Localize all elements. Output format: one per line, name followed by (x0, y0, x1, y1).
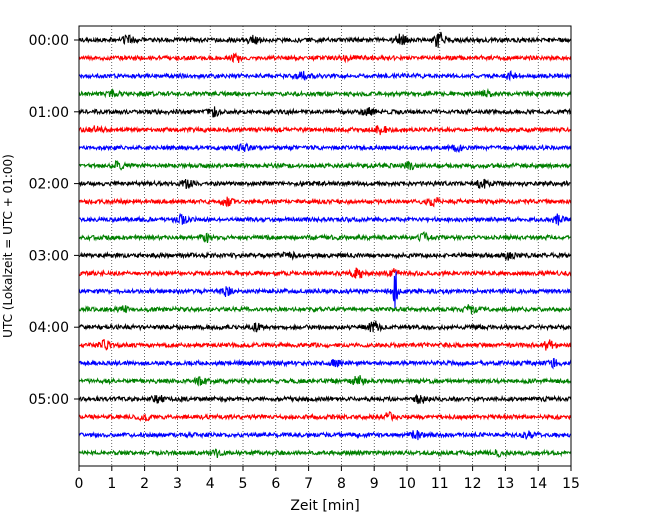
trace-0400 (78, 320, 572, 333)
x-tick-label-5: 5 (239, 476, 248, 492)
grid-lines (111, 26, 539, 466)
plot-frame (78, 25, 572, 467)
x-tick-label-11: 11 (431, 476, 449, 492)
trace-0430 (78, 357, 572, 370)
trace-0245 (78, 231, 572, 244)
trace-0445 (78, 375, 572, 387)
trace-0545 (78, 448, 572, 459)
x-tick-label-4: 4 (206, 476, 215, 492)
trace-0315 (78, 267, 572, 279)
x-tick-label-7: 7 (304, 476, 313, 492)
y-axis-label: UTC (Lokalzeit = UTC + 01:00) (1, 154, 15, 338)
x-tick-label-1: 1 (107, 476, 116, 492)
y-tick-label-4: 04:00 (29, 320, 69, 336)
trace-0200 (78, 178, 572, 190)
trace-0515 (78, 411, 572, 423)
trace-0500 (78, 393, 572, 405)
trace-0030 (78, 69, 572, 82)
trace-0045 (78, 87, 572, 99)
x-axis-label: Zeit [min] (290, 498, 359, 514)
trace-0330 (78, 271, 572, 309)
x-tick-label-10: 10 (398, 476, 416, 492)
x-tick-label-8: 8 (337, 476, 346, 492)
x-tick-label-2: 2 (140, 476, 149, 492)
x-tick-label-13: 13 (496, 476, 514, 492)
trace-0130 (78, 142, 572, 154)
trace-0145 (78, 159, 572, 171)
y-tick-label-0: 00:00 (29, 33, 69, 49)
seismic-traces (78, 31, 572, 459)
x-tick-label-3: 3 (173, 476, 182, 492)
x-tick-label-0: 0 (75, 476, 84, 492)
x-tick-label-15: 15 (562, 476, 580, 492)
x-tick-label-6: 6 (271, 476, 280, 492)
trace-0530 (78, 430, 572, 441)
y-tick-label-3: 03:00 (29, 248, 69, 264)
trace-0015 (78, 52, 572, 64)
x-tick-label-9: 9 (370, 476, 379, 492)
x-tick-label-12: 12 (464, 476, 482, 492)
x-axis-ticks: 0 1 2 3 4 5 6 7 8 9 10 11 12 13 14 15 (75, 466, 580, 492)
trace-0000 (78, 31, 572, 48)
trace-0230 (78, 212, 572, 226)
y-tick-label-1: 01:00 (29, 105, 69, 121)
y-tick-label-2: 02:00 (29, 177, 69, 193)
y-tick-label-5: 05:00 (29, 392, 69, 408)
trace-0115 (78, 124, 572, 136)
y-axis-ticks: 00:00 01:00 02:00 03:00 04:00 05:00 (29, 33, 79, 408)
x-tick-label-14: 14 (529, 476, 547, 492)
trace-0100 (78, 106, 572, 118)
trace-0215 (78, 196, 572, 208)
trace-0345 (78, 304, 572, 315)
trace-0415 (78, 339, 572, 351)
trace-0300 (78, 250, 572, 261)
